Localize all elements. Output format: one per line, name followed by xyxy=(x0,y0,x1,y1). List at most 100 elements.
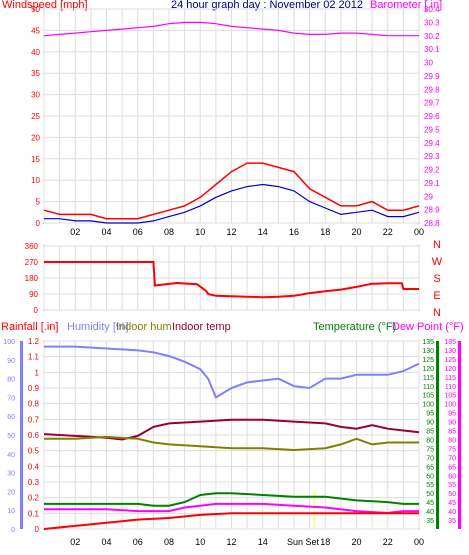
x-tick-label: 10 xyxy=(195,227,205,237)
rainfall-tick: 1.1 xyxy=(28,353,40,362)
windspeed-tick: 25 xyxy=(31,112,40,121)
dewpoint-axis-bar xyxy=(458,341,461,529)
compass-label: W xyxy=(432,256,443,268)
direction-tick: 180 xyxy=(25,274,39,283)
rainfall-tick: 0.7 xyxy=(28,415,40,424)
legend-indoor-temp: Indoor temp xyxy=(172,321,231,333)
legend-rainfall: Rainfall [.in] xyxy=(1,321,58,333)
barometer-tick: 29.6 xyxy=(424,112,440,121)
x-tick-label: 06 xyxy=(133,537,143,547)
legend-humidity: Humidity [%] xyxy=(67,321,129,333)
temperature-tick: 130 xyxy=(422,348,434,355)
x-tick-label: 00 xyxy=(414,227,424,237)
windspeed-axis-label: Windspeed [mph] xyxy=(2,0,88,11)
temperature-tick: 110 xyxy=(423,384,434,391)
windspeed-tick: 10 xyxy=(31,176,40,185)
legend-indoor-hum: Indoor hum xyxy=(116,321,172,333)
rainfall-tick: 1.2 xyxy=(28,337,40,346)
rainfall-tick: 0.6 xyxy=(28,431,40,440)
direction-tick: 360 xyxy=(25,242,39,251)
direction-tick: 90 xyxy=(29,290,38,299)
dewpoint-tick: 115 xyxy=(445,375,456,382)
barometer-tick: 30.2 xyxy=(424,32,440,41)
dewpoint-tick: 85 xyxy=(448,429,456,436)
rainfall-in-line xyxy=(43,512,419,530)
sunset-annotation: Sun Set xyxy=(287,537,320,547)
humidity-axis-bar xyxy=(20,341,23,529)
temperature-tick: 115 xyxy=(423,375,434,382)
compass-label: N xyxy=(433,239,441,251)
temperature-f-line xyxy=(44,492,419,507)
legend-temperature: Temperature (°F) xyxy=(313,321,396,333)
x-tick-label: 18 xyxy=(320,537,330,547)
barometer-tick: 30.1 xyxy=(424,45,440,54)
compass-label: N xyxy=(433,307,441,319)
barometer-axis-label: Barometer [.in] xyxy=(370,0,442,11)
temperature-tick: 40 xyxy=(426,509,434,516)
dewpoint-tick: 90 xyxy=(448,420,456,427)
dewpoint-tick: 50 xyxy=(448,491,456,498)
windspeed-tick: 0 xyxy=(36,219,41,228)
barometer-tick: 30 xyxy=(424,59,433,68)
temperature-tick: 75 xyxy=(426,446,434,453)
x-tick-label: 16 xyxy=(289,227,299,237)
barometer-tick: 30.3 xyxy=(424,18,440,27)
windspeed-tick: 35 xyxy=(31,69,40,78)
temperature-tick: 125 xyxy=(422,357,434,364)
rainfall-tick: 0.9 xyxy=(28,384,40,393)
dewpoint-tick: 70 xyxy=(448,455,456,462)
temperature-tick: 35 xyxy=(426,518,434,525)
rainfall-tick: 0.5 xyxy=(28,447,40,456)
graph-title: 24 hour graph day : November 02 2012 xyxy=(171,0,363,11)
humidity-tick: 50 xyxy=(7,433,15,440)
x-tick-label: 22 xyxy=(383,227,393,237)
temperature-tick: 85 xyxy=(426,429,434,436)
windspeed-tick: 40 xyxy=(31,48,40,57)
x-tick-label: 08 xyxy=(164,537,174,547)
wind-direction-line xyxy=(44,261,419,299)
compass-label: S xyxy=(433,273,440,285)
temperature-tick: 100 xyxy=(422,402,434,409)
indoor-hum-line xyxy=(44,435,419,452)
indoor-temp-line xyxy=(43,418,420,441)
dewpoint-tick: 125 xyxy=(444,357,456,364)
windspeed-tick: 15 xyxy=(31,155,40,164)
humidity-tick: 0 xyxy=(11,527,15,534)
x-tick-label: 06 xyxy=(133,227,143,237)
x-tick-label: 20 xyxy=(351,537,361,547)
windspeed-tick: 45 xyxy=(31,26,40,35)
barometer-tick: 28.9 xyxy=(424,206,440,215)
barometer-tick: 29.1 xyxy=(424,179,440,188)
temperature-tick: 65 xyxy=(426,464,434,471)
humidity-tick: 60 xyxy=(7,414,15,421)
humidity-tick: 90 xyxy=(7,358,15,365)
barometer-tick: 29.3 xyxy=(424,152,440,161)
barometer-tick: 29 xyxy=(424,192,433,201)
legend-dew-point: Dew Point (°F) xyxy=(392,321,464,333)
dewpoint-tick: 45 xyxy=(448,500,456,507)
humidity-tick: 100 xyxy=(3,339,15,346)
dewpoint-tick: 55 xyxy=(448,482,456,489)
barometer-tick: 28.8 xyxy=(424,219,440,228)
temperature-tick: 120 xyxy=(422,366,434,373)
dewpoint-tick: 60 xyxy=(448,473,456,480)
x-tick-label: 04 xyxy=(101,227,111,237)
rainfall-tick: 0 xyxy=(35,525,40,534)
dewpoint-tick: 65 xyxy=(448,464,456,471)
dewpoint-tick: 100 xyxy=(444,402,456,409)
x-tick-label: 02 xyxy=(70,227,80,237)
barometer-tick: 29.7 xyxy=(424,99,440,108)
dewpoint-tick: 80 xyxy=(448,437,456,444)
barometer-tick: 29.2 xyxy=(424,166,440,175)
direction-tick: 270 xyxy=(25,258,39,267)
temperature-tick: 50 xyxy=(426,491,434,498)
barometer-tick: 29.9 xyxy=(424,72,440,81)
humidity-tick: 10 xyxy=(7,508,15,515)
dewpoint-tick: 105 xyxy=(444,393,456,400)
x-tick-label: 12 xyxy=(226,227,236,237)
x-tick-label: 08 xyxy=(164,227,174,237)
temperature-tick: 105 xyxy=(422,393,434,400)
windspeed-tick: 30 xyxy=(31,91,40,100)
dewpoint-tick: 40 xyxy=(448,509,456,516)
